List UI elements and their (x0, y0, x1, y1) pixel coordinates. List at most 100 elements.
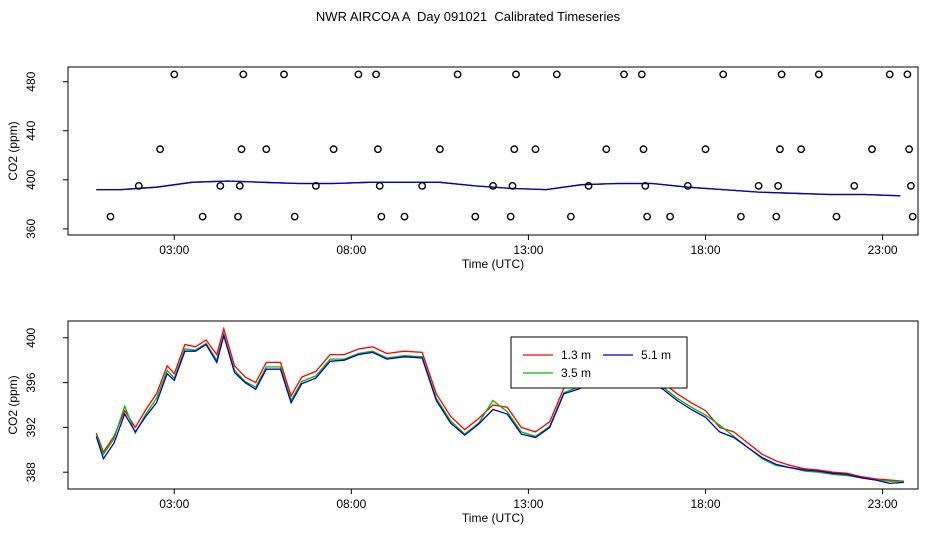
data-point (375, 181, 384, 190)
x-tick-label: 08:00 (336, 497, 366, 511)
data-point (156, 145, 165, 154)
top-x-axis: 03:00 08:00 13:00 18:00 23:00 (159, 235, 898, 257)
data-point (435, 145, 444, 154)
data-point (797, 145, 805, 154)
data-point (832, 212, 841, 221)
data-point (908, 212, 917, 221)
data-point (737, 212, 745, 221)
top-y-axis-label: CO2 (ppm) (6, 121, 20, 180)
data-point (400, 212, 409, 221)
data-point (290, 212, 299, 221)
data-point (620, 70, 628, 79)
data-point (868, 145, 876, 154)
y-tick-label: 400 (24, 169, 38, 189)
top-plot-frame (67, 66, 919, 236)
data-point (531, 145, 540, 154)
legend-label-3-5m: 3.5 m (561, 366, 591, 380)
x-tick-label: 23:00 (868, 243, 898, 257)
data-point (774, 181, 782, 190)
data-point (377, 212, 386, 221)
data-point (237, 145, 246, 154)
data-point (235, 181, 244, 190)
data-point (637, 70, 646, 79)
data-point (905, 145, 913, 154)
x-tick-label: 03:00 (159, 497, 189, 511)
legend-box (510, 336, 688, 389)
top-series-lines (96, 180, 901, 197)
data-point (567, 212, 575, 221)
data-point (701, 145, 710, 154)
y-tick-label: 392 (24, 417, 38, 437)
data-point (489, 181, 497, 190)
data-point (106, 212, 115, 221)
data-point (329, 145, 338, 154)
data-point (777, 70, 786, 79)
data-point (907, 181, 915, 190)
series-line-5-1-m (96, 180, 901, 197)
series-line-1-3-m (95, 326, 904, 482)
data-point (170, 70, 179, 79)
data-point (641, 181, 650, 190)
series-line-5-1-m (95, 333, 904, 485)
data-point (280, 70, 288, 79)
x-tick-label: 08:00 (336, 243, 366, 257)
y-tick-label: 480 (24, 71, 38, 91)
data-point (234, 212, 242, 221)
bottom-panel: 03:00 08:00 13:00 18:00 23:00 388 392 396 400 T… (6, 320, 919, 525)
x-tick-label: 03:00 (159, 243, 189, 257)
data-point (506, 212, 515, 221)
data-point (552, 70, 561, 79)
data-point (508, 181, 517, 190)
top-scatter-points (106, 70, 917, 221)
x-tick-label: 23:00 (868, 497, 898, 511)
data-point (198, 212, 207, 221)
x-tick-label: 13:00 (513, 243, 543, 257)
data-point (885, 70, 894, 79)
data-point (719, 70, 728, 79)
data-point (471, 212, 480, 221)
y-tick-label: 400 (24, 327, 38, 347)
x-tick-label: 18:00 (690, 497, 720, 511)
data-point (903, 70, 912, 79)
data-point (512, 70, 520, 79)
data-point (134, 181, 143, 190)
data-point (754, 181, 763, 190)
legend-label-5-1m: 5.1 m (641, 348, 671, 362)
bottom-y-axis: 388 392 396 400 (24, 327, 68, 482)
bottom-series-lines (95, 326, 904, 485)
data-point (262, 145, 271, 154)
data-point (814, 70, 823, 79)
y-tick-label: 396 (24, 372, 38, 392)
data-point (239, 70, 248, 79)
data-point (418, 181, 427, 190)
top-y-axis: 360 400 440 480 (24, 71, 68, 239)
series-line-3-5-m (95, 332, 904, 482)
data-point (683, 181, 692, 190)
data-point (510, 145, 519, 154)
y-tick-label: 360 (24, 219, 38, 239)
bottom-plot-frame (67, 320, 919, 490)
top-x-axis-label: Time (UTC) (462, 257, 524, 271)
data-point (372, 70, 380, 79)
bottom-x-axis-label: Time (UTC) (462, 511, 524, 525)
bottom-y-axis-label: CO2 (ppm) (6, 375, 20, 434)
y-tick-label: 388 (24, 462, 38, 482)
data-point (311, 181, 320, 190)
legend-label-1-3m: 1.3 m (561, 348, 591, 362)
x-tick-label: 18:00 (690, 243, 720, 257)
chart-title: NWR AIRCOA A Day 091021 Calibrated Times… (315, 9, 621, 24)
data-point (216, 181, 225, 190)
x-tick-label: 13:00 (513, 497, 543, 511)
y-tick-label: 440 (24, 120, 38, 140)
top-panel: 03:00 08:00 13:00 18:00 23:00 360 400 440 480 T… (6, 66, 919, 271)
data-point (453, 70, 462, 79)
legend: 1.3 m 5.1 m 3.5 m (510, 336, 688, 389)
data-point (643, 212, 651, 221)
bottom-x-axis: 03:00 08:00 13:00 18:00 23:00 (159, 489, 898, 511)
data-point (602, 145, 611, 154)
data-point (776, 145, 784, 154)
data-point (772, 212, 781, 221)
data-point (850, 181, 859, 190)
data-point (584, 181, 593, 190)
data-point (639, 145, 648, 154)
